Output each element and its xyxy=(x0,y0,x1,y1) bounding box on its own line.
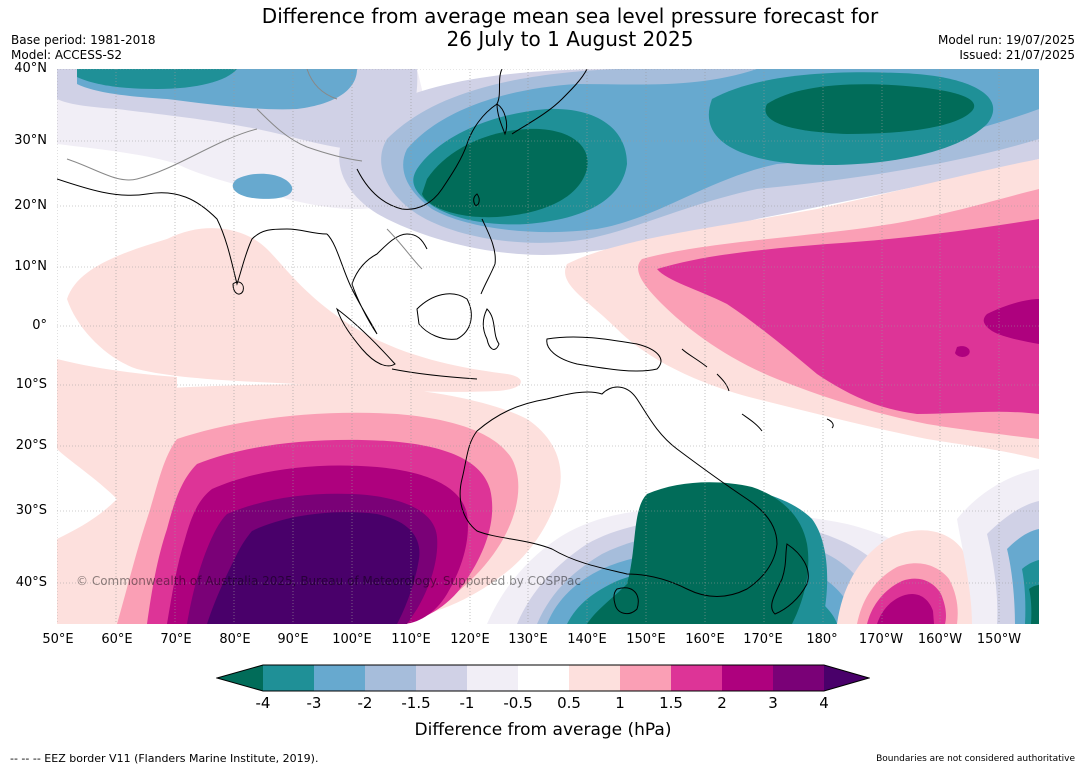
issued-label: Issued: 21/07/2025 xyxy=(959,48,1075,62)
colorbar-swatch xyxy=(365,665,416,691)
lat-label: 30°S xyxy=(15,503,47,518)
colorbar-swatch xyxy=(314,665,365,691)
lon-label: 160°W xyxy=(917,632,963,647)
coastline-sulawesi xyxy=(482,308,500,350)
coastline-new-guinea xyxy=(546,336,662,372)
colorbar-tick-label: -1 xyxy=(459,694,475,712)
coastline-india xyxy=(57,178,328,286)
colorbar-tick-label: -2 xyxy=(357,694,373,712)
colorbar-tick-label: 3 xyxy=(768,694,778,712)
lon-label: 110°E xyxy=(391,632,431,647)
lon-label: 180° xyxy=(806,632,838,647)
colorbar-swatch xyxy=(217,665,263,691)
anomaly-region xyxy=(1029,585,1039,624)
colorbar-swatch xyxy=(824,665,869,691)
boundary-disclaimer: Boundaries are not considered authoritat… xyxy=(876,754,1075,764)
lon-label: 90°E xyxy=(277,632,309,647)
copyright-watermark: © Commonwealth of Australia 2025, Bureau… xyxy=(76,574,581,588)
colorbar-outline xyxy=(216,664,870,692)
lon-label: 160°E xyxy=(685,632,725,647)
eez-boundaries xyxy=(66,69,423,270)
eez-boundary xyxy=(66,128,258,181)
lon-label: 100°E xyxy=(332,632,372,647)
colorbar-tick-label: -3 xyxy=(306,694,322,712)
model-run-label: Model run: 19/07/2025 xyxy=(937,33,1075,47)
anomaly-region xyxy=(77,69,237,89)
coastline-sumatra xyxy=(336,307,396,367)
coastline-tasmania xyxy=(613,587,639,615)
lon-label: 170°W xyxy=(858,632,904,647)
colorbar-tick-label: 4 xyxy=(819,694,829,712)
colorbar-tick-label: 1.5 xyxy=(659,694,683,712)
model-label: Model: ACCESS-S2 xyxy=(11,48,123,62)
coastline-australia xyxy=(459,386,778,597)
coastline-korea xyxy=(496,103,508,136)
lon-label: 60°E xyxy=(101,632,133,647)
colorbar-swatch xyxy=(569,665,620,691)
colorbar-swatch xyxy=(263,665,314,691)
lat-label: 30°N xyxy=(14,133,47,148)
colorbar-swatch xyxy=(773,665,824,691)
colorbar-swatch xyxy=(722,665,773,691)
lat-label: 20°S xyxy=(15,438,47,453)
anomaly-region xyxy=(765,84,975,134)
anomaly-region xyxy=(955,346,970,357)
lon-label: 140°E xyxy=(567,632,607,647)
lat-label: 40°N xyxy=(14,61,47,76)
lon-label: 150°W xyxy=(976,632,1022,647)
lon-label: 50°E xyxy=(42,632,74,647)
lat-label: 10°S xyxy=(15,377,47,392)
lat-label: 0° xyxy=(32,318,47,333)
colorbar-title: Difference from average (hPa) xyxy=(414,720,672,740)
pressure-anomaly-map xyxy=(57,69,1039,624)
anomaly-region xyxy=(57,359,177,399)
colorbar-swatch xyxy=(518,665,569,691)
anomaly-region xyxy=(232,173,293,199)
gridlines xyxy=(57,69,1039,624)
map-title-line2: 26 July to 1 August 2025 xyxy=(446,27,694,51)
anomaly-region xyxy=(587,482,809,624)
eez-boundary xyxy=(306,69,338,100)
anomaly-region xyxy=(657,219,1039,414)
anomaly-region xyxy=(67,228,521,392)
base-period-label: Base period: 1981-2018 xyxy=(11,33,156,47)
lon-label: 80°E xyxy=(219,632,251,647)
colorbar-swatch xyxy=(671,665,722,691)
colorbar-tick-label: -4 xyxy=(255,694,271,712)
eez-boundary xyxy=(386,228,423,270)
anomaly-region xyxy=(983,299,1039,344)
lon-label: 170°E xyxy=(743,632,783,647)
colorbar-swatch xyxy=(416,665,467,691)
colorbar-swatch xyxy=(620,665,671,691)
eez-boundary xyxy=(256,108,363,162)
coastline-java xyxy=(391,368,478,380)
anomaly-region xyxy=(877,593,934,624)
coastline-taiwan xyxy=(473,193,480,206)
coastline-pacific-islands xyxy=(681,348,834,432)
coastline-japan xyxy=(511,69,588,135)
colorbar-tick-label: 1 xyxy=(615,694,625,712)
lat-label: 10°N xyxy=(14,259,47,274)
map-title-line1: Difference from average mean sea level p… xyxy=(261,4,879,28)
eez-border-note: -- -- -- EEZ border V11 (Flanders Marine… xyxy=(10,752,319,765)
lat-label: 40°S xyxy=(15,575,47,590)
colorbar xyxy=(216,664,870,692)
colorbar-tick-label: 2 xyxy=(717,694,727,712)
coastline-sri-lanka xyxy=(232,281,244,295)
anomaly-region xyxy=(207,512,420,624)
coastline-philippines xyxy=(480,218,496,295)
lat-label: 20°N xyxy=(14,198,47,213)
lon-label: 130°E xyxy=(508,632,548,647)
colorbar-swatch xyxy=(467,665,518,691)
coastline-china xyxy=(356,69,503,210)
colorbar-tick-label: 0.5 xyxy=(557,694,581,712)
lon-label: 120°E xyxy=(450,632,490,647)
colorbar-tick-label: -1.5 xyxy=(401,694,431,712)
colorbar-tick-label: -0.5 xyxy=(503,694,533,712)
lon-label: 70°E xyxy=(160,632,192,647)
anomaly-region xyxy=(422,128,588,218)
lon-label: 150°E xyxy=(626,632,666,647)
coastline-new-zealand xyxy=(771,543,809,615)
